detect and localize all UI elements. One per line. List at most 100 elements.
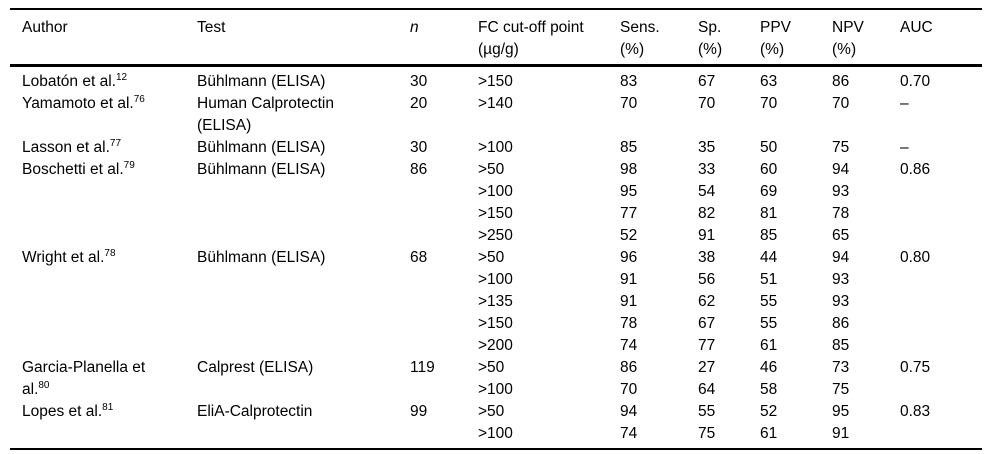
col-header-sensitivity-unit: (%) bbox=[620, 41, 645, 58]
specificity-value: 56 bbox=[698, 271, 716, 288]
cutoff-value: >200 bbox=[478, 337, 513, 354]
n-cell: 20 bbox=[410, 95, 428, 112]
author-cell: Garcia-Planella et al.80 bbox=[10, 357, 185, 401]
col-header-npv-unit: (%) bbox=[832, 41, 857, 58]
sensitivity-value: 94 bbox=[620, 403, 638, 420]
col-header-sensitivity-label: Sens. bbox=[620, 19, 660, 36]
col-header-npv-label: NPV bbox=[832, 19, 864, 36]
ppv-cell: 70 bbox=[748, 93, 820, 137]
ppv-value: 61 bbox=[760, 425, 778, 442]
sensitivity-value: 86 bbox=[620, 359, 638, 376]
ppv-cell: 63 bbox=[748, 66, 820, 94]
specificity-cell: 27 64 bbox=[686, 357, 748, 401]
sensitivity-cell: 85 bbox=[608, 137, 686, 159]
author-text: Lasson et al. bbox=[22, 139, 110, 156]
col-header-ppv-label: PPV bbox=[760, 19, 792, 36]
test-cell: Bühlmann (ELISA) bbox=[185, 247, 398, 357]
test-cell: Bühlmann (ELISA) bbox=[185, 137, 398, 159]
specificity-value: 27 bbox=[698, 359, 716, 376]
auc-cell: 0.75 bbox=[900, 359, 931, 376]
study-row: Lasson et al.77 Bühlmann (ELISA) 30 >100 85 3… bbox=[10, 137, 982, 159]
auc-cell: – bbox=[900, 95, 909, 112]
author-cell: Yamamoto et al.76 bbox=[10, 93, 185, 137]
npv-value: 95 bbox=[832, 403, 850, 420]
author-cell: Boschetti et al.79 bbox=[10, 159, 185, 247]
specificity-value: 33 bbox=[698, 161, 716, 178]
col-header-specificity-label: Sp. bbox=[698, 19, 722, 36]
npv-value: 73 bbox=[832, 359, 850, 376]
specificity-value: 77 bbox=[698, 337, 716, 354]
study-row: Lopes et al.81 EliA-Calprotectin 99 >50 >100… bbox=[10, 401, 982, 449]
n-cell: 30 bbox=[410, 139, 428, 156]
npv-cell: 86 bbox=[820, 66, 888, 94]
study-row: Yamamoto et al.76 Human Calprotectin (ELI… bbox=[10, 93, 982, 137]
author-cell: Lasson et al.77 bbox=[10, 137, 185, 159]
npv-cell: 94 93 78 65 bbox=[820, 159, 888, 247]
npv-value: 93 bbox=[832, 271, 850, 288]
col-header-test: Test bbox=[185, 9, 398, 67]
auc-cell: 0.70 bbox=[900, 73, 931, 90]
ppv-cell: 46 58 bbox=[748, 357, 820, 401]
author-text: Yamamoto et al. bbox=[22, 95, 134, 112]
test-cell: Bühlmann (ELISA) bbox=[185, 159, 398, 247]
cutoff-value: >100 bbox=[478, 381, 513, 398]
sensitivity-value: 98 bbox=[620, 161, 638, 178]
cutoff-value: >150 bbox=[478, 73, 513, 90]
author-text: Lopes et al. bbox=[22, 403, 103, 420]
ppv-cell: 60 69 81 85 bbox=[748, 159, 820, 247]
reference-superscript: 79 bbox=[123, 159, 135, 171]
cutoff-cell: >50 >100 bbox=[466, 401, 608, 449]
n-cell: 68 bbox=[410, 249, 428, 266]
col-header-specificity: Sp. (%) bbox=[686, 9, 748, 67]
n-cell: 86 bbox=[410, 161, 428, 178]
col-header-fc-cutoff-unit: (µg/g) bbox=[478, 41, 519, 58]
col-header-fc-cutoff: FC cut-off point (µg/g) bbox=[466, 9, 608, 67]
test-cell: Human Calprotectin (ELISA) bbox=[185, 93, 398, 137]
fc-diagnostic-accuracy-table: Author Test n FC cut-off point (µg/g) Se… bbox=[10, 8, 982, 450]
ppv-value: 44 bbox=[760, 249, 778, 266]
author-text: Lobatón et al. bbox=[22, 73, 116, 90]
sensitivity-cell: 70 bbox=[608, 93, 686, 137]
sensitivity-value: 83 bbox=[620, 73, 638, 90]
npv-value: 94 bbox=[832, 161, 850, 178]
auc-cell: 0.86 bbox=[900, 161, 931, 178]
sensitivity-cell: 86 70 bbox=[608, 357, 686, 401]
col-header-auc: AUC bbox=[888, 9, 982, 67]
sensitivity-value: 70 bbox=[620, 381, 638, 398]
col-header-specificity-unit: (%) bbox=[698, 41, 723, 58]
specificity-cell: 55 75 bbox=[686, 401, 748, 449]
npv-value: 70 bbox=[832, 95, 850, 112]
author-text: Boschetti et al. bbox=[22, 161, 124, 178]
npv-value: 86 bbox=[832, 315, 850, 332]
test-text: Human Calprotectin (ELISA) bbox=[197, 95, 334, 134]
test-text: Bühlmann (ELISA) bbox=[197, 139, 326, 156]
test-cell: Bühlmann (ELISA) bbox=[185, 66, 398, 94]
reference-superscript: 12 bbox=[115, 71, 128, 83]
specificity-value: 67 bbox=[698, 315, 716, 332]
sensitivity-value: 74 bbox=[620, 425, 638, 442]
specificity-value: 35 bbox=[698, 139, 716, 156]
col-header-test-label: Test bbox=[197, 19, 226, 36]
cutoff-value: >50 bbox=[478, 359, 505, 376]
specificity-cell: 38 56 62 67 77 bbox=[686, 247, 748, 357]
specificity-cell: 67 bbox=[686, 66, 748, 94]
n-cell: 30 bbox=[410, 73, 428, 90]
study-row: Boschetti et al.79 Bühlmann (ELISA) 86 >50 >… bbox=[10, 159, 982, 247]
test-text: Bühlmann (ELISA) bbox=[197, 249, 326, 266]
cutoff-value: >140 bbox=[478, 95, 513, 112]
author-text: Garcia-Planella et al. bbox=[22, 359, 146, 398]
sensitivity-value: 91 bbox=[620, 271, 638, 288]
sensitivity-value: 52 bbox=[620, 227, 638, 244]
col-header-ppv: PPV (%) bbox=[748, 9, 820, 67]
ppv-cell: 50 bbox=[748, 137, 820, 159]
cutoff-cell: >50 >100 >135 >150 >200 bbox=[466, 247, 608, 357]
sensitivity-value: 85 bbox=[620, 139, 638, 156]
reference-superscript: 78 bbox=[104, 247, 116, 259]
ppv-cell: 52 61 bbox=[748, 401, 820, 449]
npv-value: 75 bbox=[832, 139, 850, 156]
specificity-value: 82 bbox=[698, 205, 716, 222]
author-cell: Lobatón et al.12 bbox=[10, 66, 185, 94]
ppv-value: 55 bbox=[760, 293, 778, 310]
sensitivity-value: 77 bbox=[620, 205, 638, 222]
header-row: Author Test n FC cut-off point (µg/g) Se… bbox=[10, 9, 982, 67]
